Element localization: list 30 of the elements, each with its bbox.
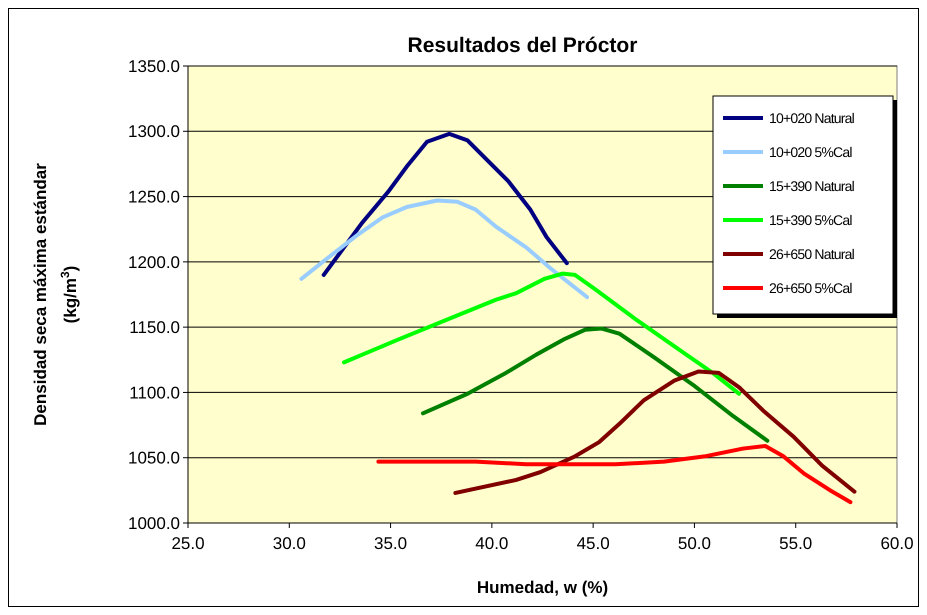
- legend-label: 15+390 Natural: [769, 178, 855, 194]
- legend-label: 10+020 5%Cal: [769, 144, 852, 160]
- line-series: [299, 198, 590, 300]
- line-series: [322, 132, 569, 277]
- x-axis-title: Humedad, w (%): [476, 578, 608, 597]
- y-tick-label: 1100.0: [129, 383, 180, 402]
- y-tick-label: 1000.0: [128, 514, 180, 533]
- legend-label: 26+650 Natural: [769, 246, 855, 262]
- x-tick-label: 35.0: [374, 534, 408, 553]
- y-tick-label: 1050.0: [128, 448, 180, 468]
- x-tick-label: 25.0: [171, 534, 205, 553]
- line-series: [376, 444, 852, 504]
- x-tick-label: 50.0: [678, 534, 711, 553]
- y-tick-label: 1150.0: [129, 318, 180, 338]
- line-series: [453, 370, 856, 495]
- x-tick-label: 40.0: [475, 534, 508, 553]
- y-tick-label: 1250.0: [128, 188, 180, 207]
- y-tick-label: 1300.0: [128, 122, 180, 142]
- chart-title: Resultados del Próctor: [408, 34, 638, 57]
- x-tick-label: 55.0: [779, 534, 812, 553]
- x-tick-label: 30.0: [272, 534, 306, 553]
- y-tick-label: 1350.0: [128, 56, 180, 76]
- legend-label: 15+390 5%Cal: [769, 212, 852, 228]
- x-tick-label: 60.0: [880, 534, 914, 553]
- line-series: [420, 326, 770, 443]
- line-series: [342, 272, 741, 396]
- x-tick-label: 45.0: [576, 534, 610, 553]
- legend-label: 26+650 5%Cal: [769, 280, 852, 296]
- legend-label: 10+020 Natural: [769, 110, 855, 126]
- y-tick-label: 1200.0: [128, 252, 180, 272]
